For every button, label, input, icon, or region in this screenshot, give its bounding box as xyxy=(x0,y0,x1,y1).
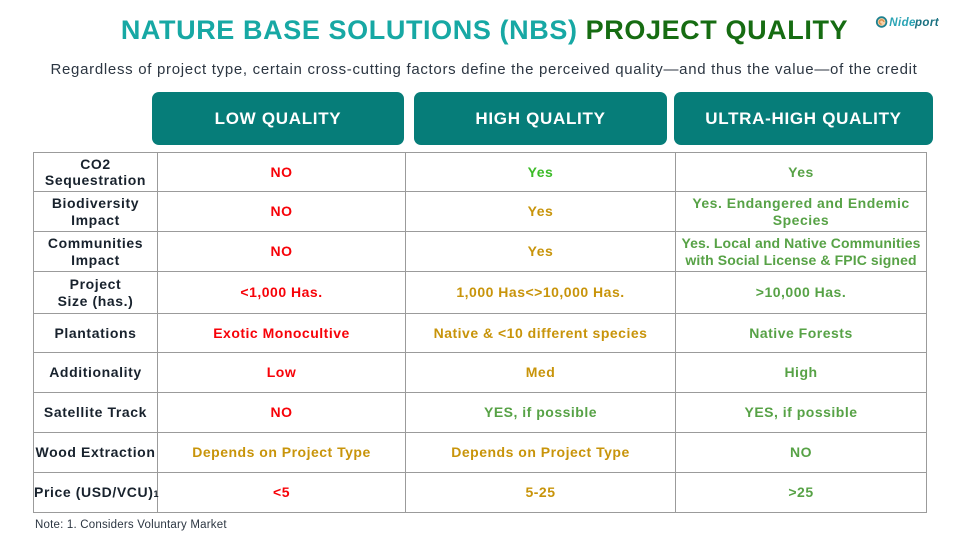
svg-text:port: port xyxy=(914,17,940,29)
svg-text:Nide: Nide xyxy=(889,17,916,29)
